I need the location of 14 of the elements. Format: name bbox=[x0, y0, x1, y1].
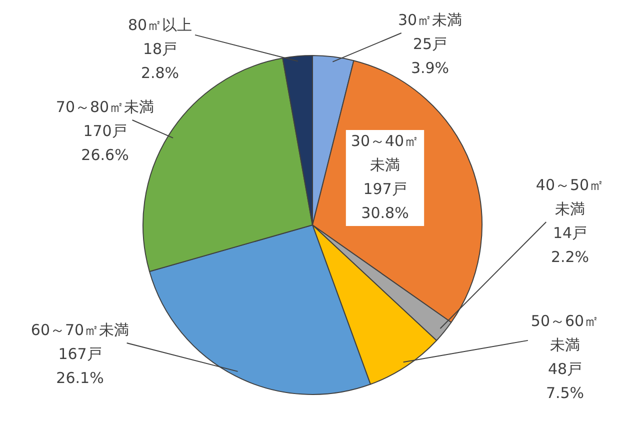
slice-label: 50～60㎡未満 bbox=[530, 312, 600, 354]
data-label: 14戸 2.2% bbox=[550, 224, 590, 266]
data-label: 18戸 2.8% bbox=[140, 40, 180, 82]
data-label: 25戸 3.9% bbox=[410, 34, 450, 77]
slice-label: 60～70㎡未満 bbox=[30, 320, 130, 339]
data-label: 48戸 7.5% bbox=[546, 360, 584, 402]
data-label: 167戸 26.1% bbox=[56, 344, 104, 387]
data-label: 170戸 26.6% bbox=[81, 122, 129, 164]
slice-label: 40～50㎡未満 bbox=[536, 176, 604, 218]
slice-label: 70～80㎡未満 bbox=[56, 98, 154, 116]
slice-label: 30㎡未満 bbox=[398, 10, 462, 29]
slice-label: 30～40㎡未満 bbox=[350, 132, 420, 174]
slice-label: 80㎡以上 bbox=[128, 16, 192, 34]
data-label: 197戸 30.8% bbox=[361, 180, 409, 222]
